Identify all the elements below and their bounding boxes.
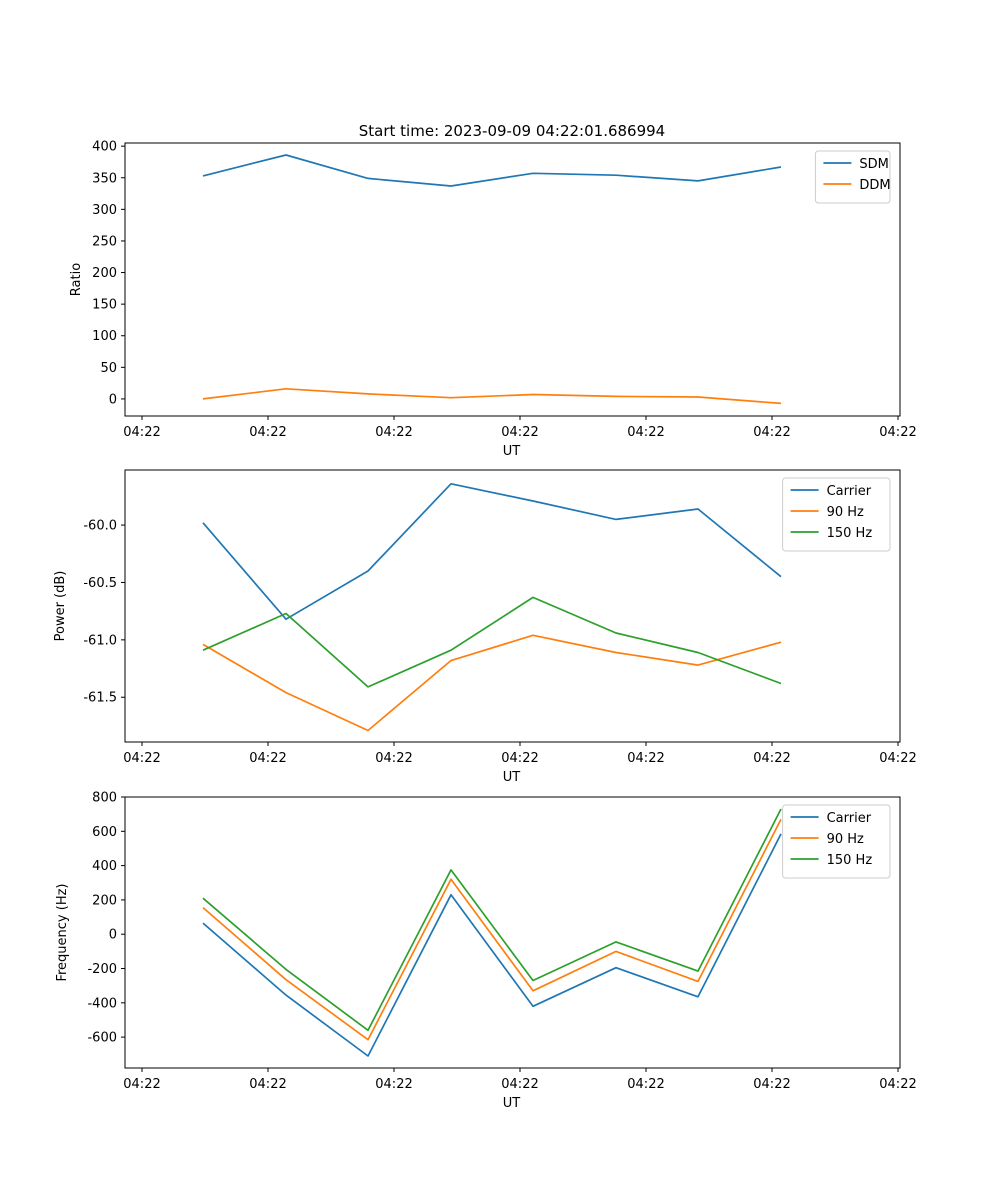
x-axis-label: UT <box>503 770 521 785</box>
y-tick-label: 0 <box>109 928 117 943</box>
x-axis: 04:22 04:22 04:22 04:22 04:22 04:22 04:22 UT <box>123 416 917 459</box>
legend-entry: 90 Hz <box>827 505 864 520</box>
legend-entry: SDM <box>859 157 888 172</box>
y-tick-label: 800 <box>92 791 117 806</box>
x-tick-label: 04:22 <box>249 1077 286 1092</box>
x-tick-label: 04:22 <box>123 1077 160 1092</box>
y-tick-label: 200 <box>92 893 117 908</box>
x-tick-label: 04:22 <box>123 425 160 440</box>
series-line-150-hz <box>202 808 782 1032</box>
x-tick-label: 04:22 <box>375 1077 412 1092</box>
legend-entry: DDM <box>859 178 890 193</box>
x-tick-label: 04:22 <box>375 751 412 766</box>
figure-title: Start time: 2023-09-09 04:22:01.686994 <box>359 122 665 140</box>
legend: Carrier 90 Hz 150 Hz <box>782 804 891 879</box>
y-tick-label: 400 <box>92 859 117 874</box>
x-axis-label: UT <box>503 444 521 459</box>
x-tick-label: 04:22 <box>879 1077 916 1092</box>
x-axis: 04:22 04:22 04:22 04:22 04:22 04:22 04:22 UT <box>123 1068 917 1111</box>
series-line-ddm <box>202 387 782 405</box>
y-axis: -60.0 -60.5 -61.0 -61.5 Power (dB) <box>53 519 125 706</box>
x-tick-label: 04:22 <box>501 751 538 766</box>
y-axis-label: Ratio <box>69 263 84 296</box>
x-tick-label: 04:22 <box>501 1077 538 1092</box>
x-tick-label: 04:22 <box>753 1077 790 1092</box>
y-axis-label: Frequency (Hz) <box>55 883 70 981</box>
y-tick-label: 150 <box>92 298 117 313</box>
y-tick-label: 50 <box>100 361 117 376</box>
x-tick-label: 04:22 <box>249 751 286 766</box>
y-tick-label: 600 <box>92 825 117 840</box>
y-tick-label: -600 <box>87 1031 117 1046</box>
x-tick-label: 04:22 <box>501 425 538 440</box>
series-line-carrier <box>202 482 782 621</box>
x-tick-label: 04:22 <box>753 751 790 766</box>
y-tick-label: 350 <box>92 171 117 186</box>
legend-entry: 150 Hz <box>827 853 873 868</box>
legend-entry: 150 Hz <box>827 526 873 541</box>
x-tick-label: 04:22 <box>627 751 664 766</box>
series-line-150-hz <box>202 596 782 688</box>
series-line-90-hz <box>202 634 782 732</box>
y-tick-label: 300 <box>92 203 117 218</box>
y-tick-label: -61.5 <box>83 691 117 706</box>
x-tick-label: 04:22 <box>249 425 286 440</box>
y-tick-label: 200 <box>92 266 117 281</box>
legend-entry: Carrier <box>827 811 872 826</box>
y-tick-label: -60.0 <box>83 519 117 534</box>
axes-frame <box>124 142 901 417</box>
x-tick-label: 04:22 <box>627 1077 664 1092</box>
y-tick-label: -61.0 <box>83 633 117 648</box>
x-tick-label: 04:22 <box>879 425 916 440</box>
y-tick-label: 100 <box>92 329 117 344</box>
x-tick-label: 04:22 <box>753 425 790 440</box>
y-axis-label: Power (dB) <box>53 571 68 642</box>
y-tick-label: 0 <box>109 392 117 407</box>
legend: SDM DDM <box>814 150 891 204</box>
x-axis-label: UT <box>503 1096 521 1111</box>
y-axis: 0 50 100 150 200 250 300 350 400 Ratio <box>69 140 125 407</box>
y-axis: 800 600 400 200 0 -200 -400 -600 Frequency (Hz) <box>55 791 125 1046</box>
legend: Carrier 90 Hz 150 Hz <box>782 477 891 552</box>
chart-frequency: 04:22 04:22 04:22 04:22 04:22 04:22 04:22 UT 800… <box>55 791 917 1112</box>
x-tick-label: 04:22 <box>375 425 412 440</box>
x-tick-label: 04:22 <box>879 751 916 766</box>
legend-box <box>814 150 891 204</box>
series-line-sdm <box>202 154 782 187</box>
series-line-90-hz <box>202 818 782 1041</box>
axes-frame <box>124 796 901 1069</box>
series-line-carrier <box>202 833 782 1057</box>
y-tick-label: 400 <box>92 140 117 155</box>
x-tick-label: 04:22 <box>123 751 160 766</box>
legend-entry: Carrier <box>827 484 872 499</box>
legend-entry: 90 Hz <box>827 832 864 847</box>
chart-ratio: 04:22 04:22 04:22 04:22 04:22 04:22 04:22 UT 0 50… <box>69 140 917 459</box>
axes-frame <box>124 469 901 743</box>
y-tick-label: -400 <box>87 996 117 1011</box>
y-tick-label: 250 <box>92 234 117 249</box>
y-tick-label: -200 <box>87 962 117 977</box>
x-tick-label: 04:22 <box>627 425 664 440</box>
chart-power: 04:22 04:22 04:22 04:22 04:22 04:22 04:22 UT -60… <box>53 469 917 785</box>
y-tick-label: -60.5 <box>83 576 117 591</box>
panels: 04:22 04:22 04:22 04:22 04:22 04:22 04:22 UT 0 50… <box>53 140 917 1111</box>
x-axis: 04:22 04:22 04:22 04:22 04:22 04:22 04:22 UT <box>123 742 917 785</box>
